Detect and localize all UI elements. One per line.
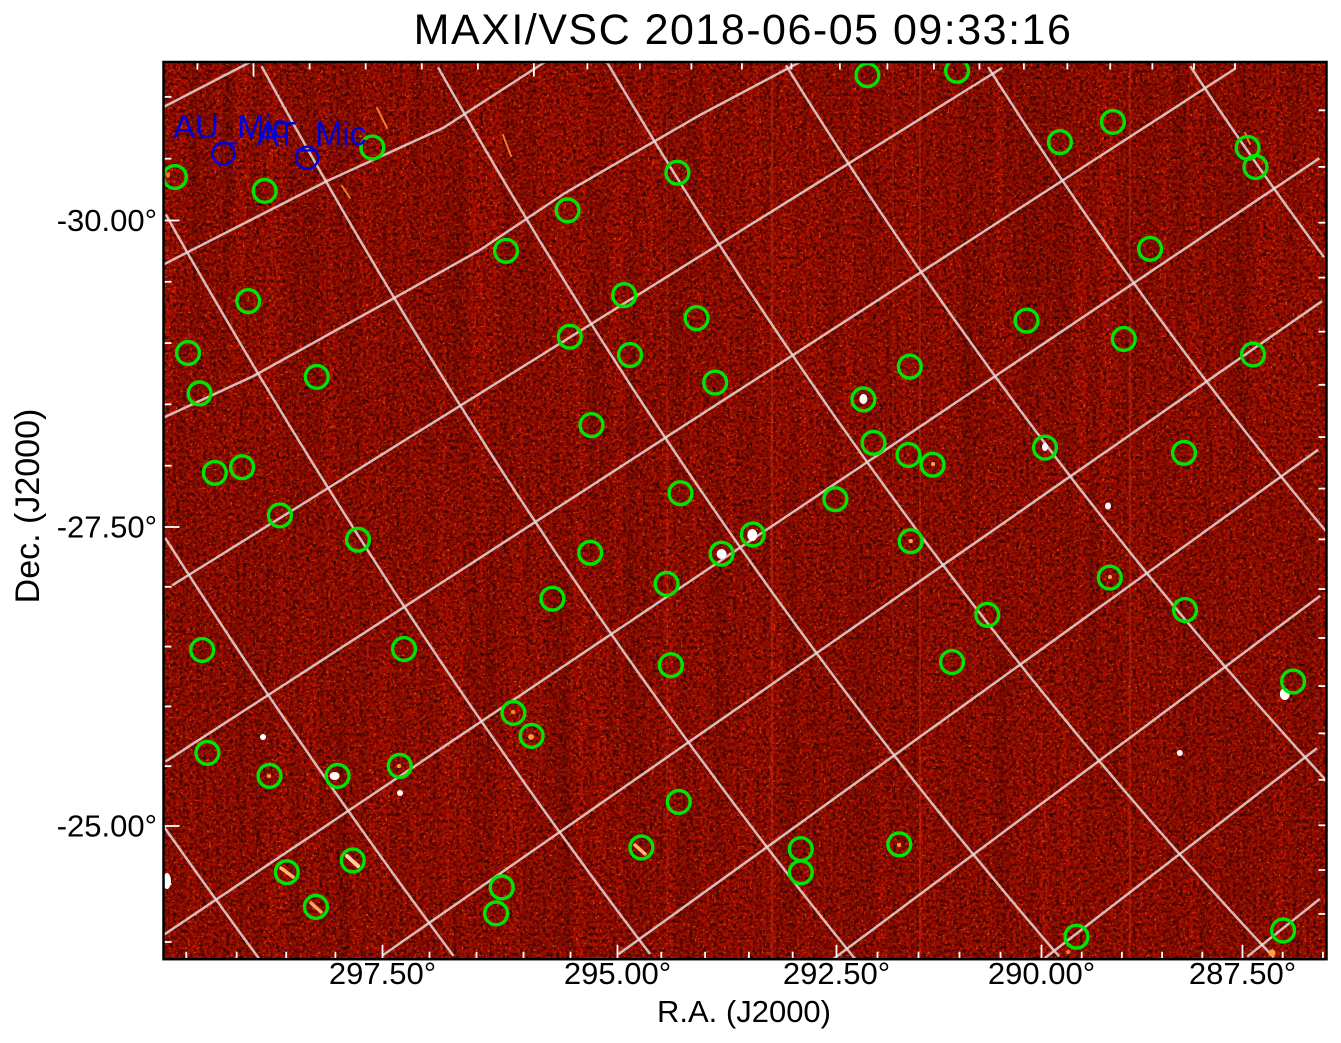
svg-text:AT_Mic: AT_Mic [257, 115, 366, 152]
svg-text:297.50°: 297.50° [329, 956, 436, 991]
svg-text:-27.50°: -27.50° [57, 510, 157, 545]
svg-text:R.A. (J2000): R.A. (J2000) [657, 994, 831, 1029]
svg-text:Dec. (J2000): Dec. (J2000) [9, 409, 47, 604]
svg-text:290.00°: 290.00° [988, 956, 1095, 991]
svg-text:292.50°: 292.50° [783, 956, 890, 991]
svg-text:-30.00°: -30.00° [57, 203, 157, 238]
svg-text:AU_Mic: AU_Mic [173, 108, 289, 145]
svg-text:-25.00°: -25.00° [57, 809, 157, 844]
svg-text:287.50°: 287.50° [1189, 956, 1296, 991]
svg-text:295.00°: 295.00° [564, 956, 671, 991]
svg-text:MAXI/VSC 2018-06-05 09:33:16: MAXI/VSC 2018-06-05 09:33:16 [414, 6, 1073, 54]
